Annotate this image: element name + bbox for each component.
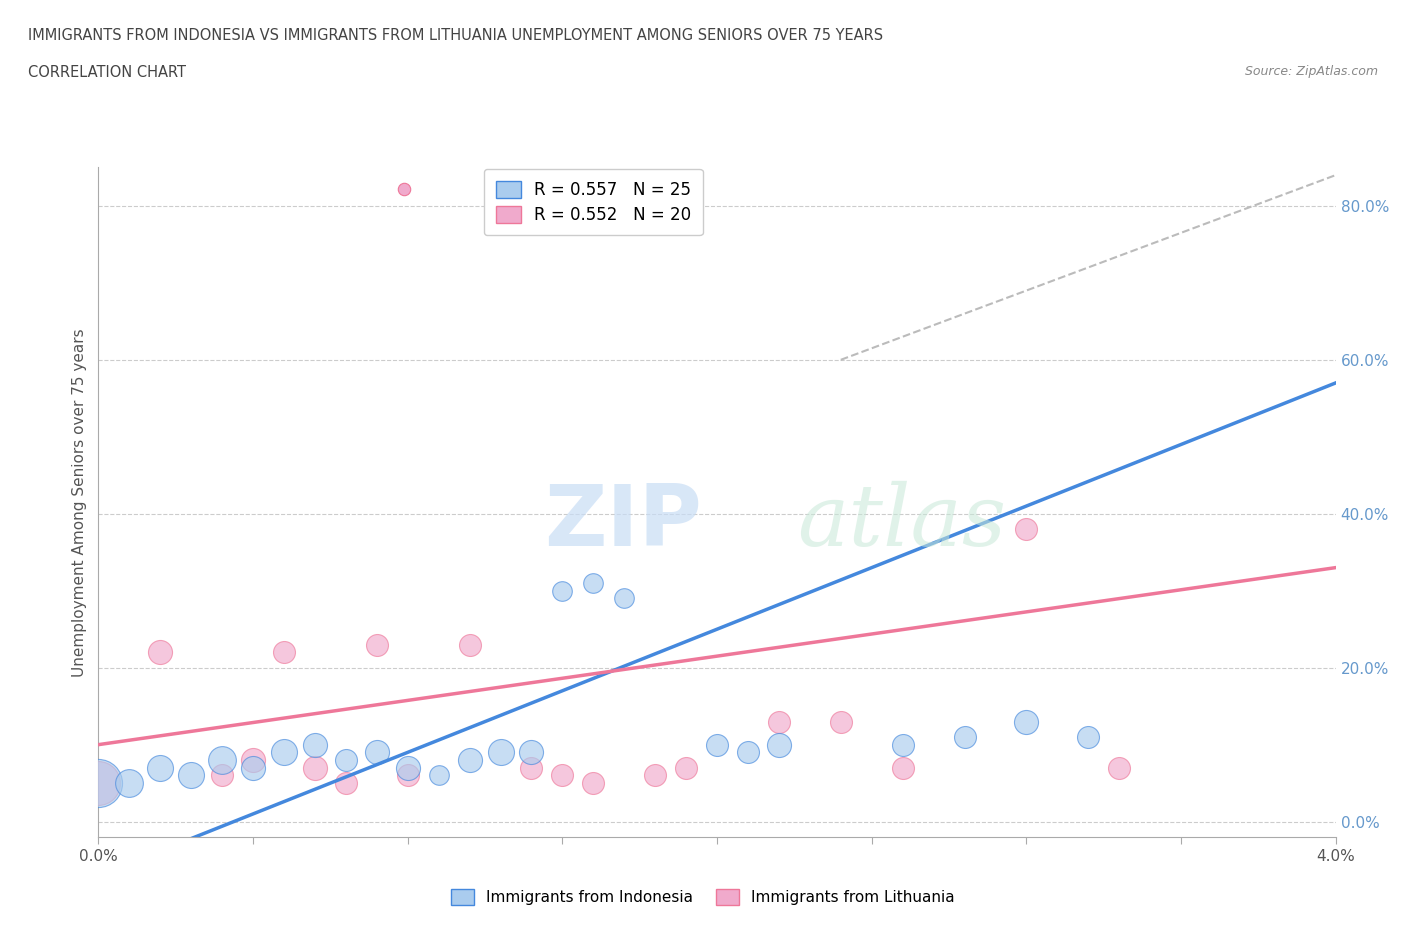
- Text: atlas: atlas: [797, 481, 1007, 564]
- Point: [396, 761, 419, 776]
- Text: Source: ZipAtlas.com: Source: ZipAtlas.com: [1244, 65, 1378, 78]
- Point: [273, 745, 295, 760]
- Point: [366, 637, 388, 652]
- Point: [768, 714, 790, 729]
- Y-axis label: Unemployment Among Seniors over 75 years: Unemployment Among Seniors over 75 years: [72, 328, 87, 676]
- Point: [304, 737, 326, 752]
- Point: [953, 729, 976, 744]
- Point: [87, 776, 110, 790]
- Point: [149, 644, 172, 659]
- Point: [149, 761, 172, 776]
- Point: [644, 768, 666, 783]
- Point: [211, 768, 233, 783]
- Point: [211, 752, 233, 767]
- Point: [1077, 729, 1099, 744]
- Legend: R = 0.557   N = 25, R = 0.552   N = 20: R = 0.557 N = 25, R = 0.552 N = 20: [484, 169, 703, 235]
- Point: [180, 768, 202, 783]
- Point: [551, 583, 574, 598]
- Point: [242, 761, 264, 776]
- Point: [1015, 714, 1038, 729]
- Point: [87, 776, 110, 790]
- Point: [768, 737, 790, 752]
- Point: [242, 752, 264, 767]
- Point: [458, 637, 481, 652]
- Point: [335, 752, 357, 767]
- Point: [737, 745, 759, 760]
- Point: [304, 761, 326, 776]
- Text: CORRELATION CHART: CORRELATION CHART: [28, 65, 186, 80]
- Point: [396, 768, 419, 783]
- Point: [891, 737, 914, 752]
- Point: [551, 768, 574, 783]
- Point: [582, 776, 605, 790]
- Point: [335, 776, 357, 790]
- Point: [520, 745, 543, 760]
- Point: [273, 644, 295, 659]
- Point: [891, 761, 914, 776]
- Point: [1015, 522, 1038, 537]
- Point: [118, 776, 141, 790]
- Point: [613, 591, 636, 605]
- Legend: Immigrants from Indonesia, Immigrants from Lithuania: Immigrants from Indonesia, Immigrants fr…: [443, 882, 963, 913]
- Point: [675, 761, 697, 776]
- Point: [366, 745, 388, 760]
- Text: IMMIGRANTS FROM INDONESIA VS IMMIGRANTS FROM LITHUANIA UNEMPLOYMENT AMONG SENIOR: IMMIGRANTS FROM INDONESIA VS IMMIGRANTS …: [28, 28, 883, 43]
- Point: [458, 752, 481, 767]
- Point: [706, 737, 728, 752]
- Point: [830, 714, 852, 729]
- Text: ZIP: ZIP: [544, 481, 702, 564]
- Point: [1108, 761, 1130, 776]
- Point: [489, 745, 512, 760]
- Point: [520, 761, 543, 776]
- Point: [582, 576, 605, 591]
- Point: [427, 768, 450, 783]
